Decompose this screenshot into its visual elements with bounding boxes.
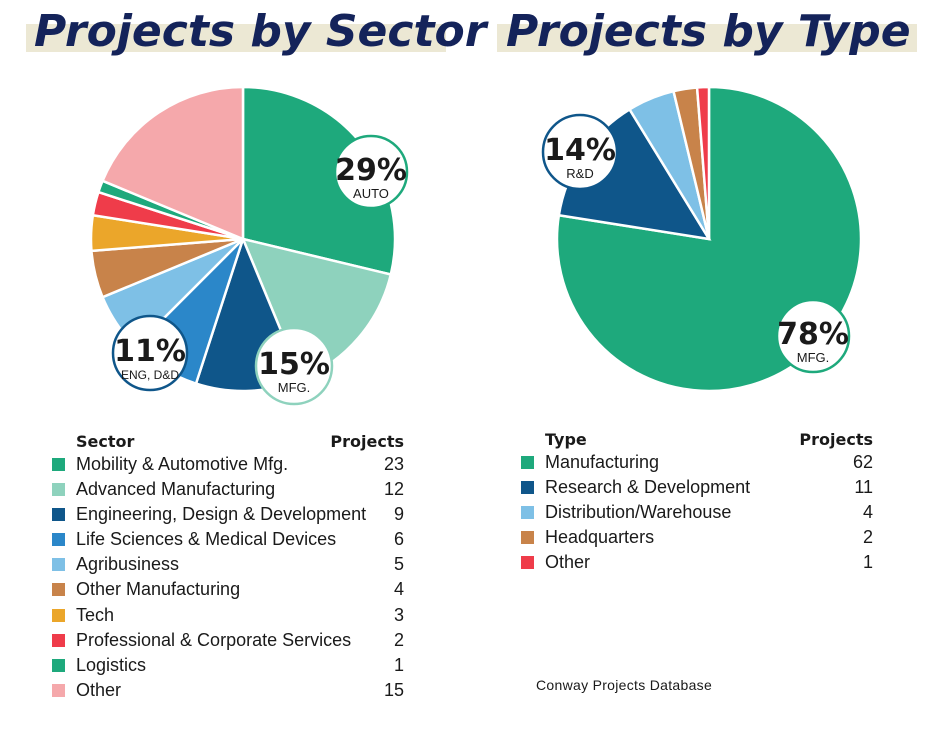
- callout-percent: 11%: [114, 334, 186, 369]
- legend-label: Tech: [76, 604, 115, 625]
- pie-slice: [100, 85, 245, 241]
- callout-circle: [333, 134, 409, 210]
- legend-swatch: [52, 583, 65, 597]
- legend-label: Engineering, Design & Development: [76, 504, 367, 525]
- legend-item: Engineering, Design & Development 9: [52, 504, 404, 529]
- legend-value: 3: [393, 604, 404, 625]
- legend-swatch: [52, 508, 65, 522]
- legend-swatch: [521, 556, 534, 570]
- sector-legend: Sector Projects Mobility & Automotive Mf…: [52, 430, 404, 705]
- legend-value: 5: [393, 554, 404, 575]
- pie-slice: [695, 85, 711, 240]
- pie-callout: 14%R&D: [541, 113, 619, 191]
- callout-label: MFG.: [797, 350, 830, 365]
- callout-label: ENG, D&D: [121, 368, 179, 382]
- legend-item: Manufacturing 62: [521, 452, 873, 477]
- callout-circle: [541, 113, 619, 191]
- sector-title-band: [26, 24, 446, 52]
- type-chart-title: Projects by Type: [506, 6, 911, 57]
- callout-percent: 78%: [777, 317, 849, 352]
- callout-percent: 14%: [544, 133, 616, 168]
- legend-swatch: [52, 533, 65, 547]
- legend-swatch: [52, 683, 65, 697]
- legend-item: Advanced Manufacturing 12: [52, 479, 404, 504]
- sector-chart-title: Projects by Sector: [34, 6, 487, 57]
- legend-swatch: [52, 658, 65, 672]
- type-legend-header: Type Projects: [521, 428, 873, 452]
- callout-label: MFG.: [278, 380, 311, 395]
- legend-value: 12: [383, 479, 404, 500]
- legend-label: Advanced Manufacturing: [76, 479, 276, 500]
- legend-label: Other: [545, 552, 591, 573]
- legend-label: Life Sciences & Medical Devices: [76, 529, 337, 550]
- callout-circle: [775, 298, 851, 374]
- legend-value: 9: [393, 504, 404, 525]
- legend-item: Other 15: [52, 680, 404, 705]
- type-legend-header-name: Type: [545, 430, 587, 449]
- legend-item: Agribusiness 5: [52, 554, 404, 579]
- pie-callout: 78%MFG.: [775, 298, 851, 374]
- callout-circle: [254, 326, 334, 406]
- legend-value: 2: [862, 527, 873, 548]
- sector-legend-header: Sector Projects: [52, 430, 404, 454]
- legend-value: 23: [383, 454, 404, 474]
- legend-swatch: [521, 531, 534, 545]
- sector-legend-header-name: Sector: [76, 432, 135, 451]
- legend-swatch: [52, 483, 65, 497]
- type-legend-header-value: Projects: [799, 430, 873, 449]
- legend-value: 1: [393, 654, 404, 675]
- legend-value: 11: [854, 477, 873, 498]
- legend-value: 62: [852, 452, 873, 472]
- legend-label: Manufacturing: [545, 452, 660, 472]
- pie-callout: 15%MFG.: [254, 326, 334, 406]
- legend-item: Professional & Corporate Services 2: [52, 630, 404, 655]
- legend-swatch: [52, 558, 65, 572]
- legend-value: 4: [862, 502, 873, 523]
- legend-value: 4: [393, 579, 404, 600]
- legend-label: Agribusiness: [76, 554, 180, 575]
- legend-item: Logistics 1: [52, 655, 404, 680]
- legend-item: Other Manufacturing 4: [52, 579, 404, 604]
- type-title-band: [497, 24, 917, 52]
- source-note: Conway Projects Database: [536, 677, 713, 693]
- legend-item: Research & Development 11: [521, 477, 873, 502]
- legend-item: Tech 3: [52, 605, 404, 630]
- legend-label: Mobility & Automotive Mfg.: [76, 454, 289, 474]
- callout-percent: 15%: [258, 347, 330, 382]
- callout-percent: 29%: [335, 153, 407, 188]
- legend-swatch: [521, 506, 534, 520]
- legend-label: Research & Development: [545, 477, 751, 498]
- legend-swatch: [52, 458, 65, 471]
- legend-label: Headquarters: [545, 527, 655, 548]
- legend-value: 2: [393, 629, 404, 650]
- callout-label: AUTO: [353, 186, 389, 201]
- legend-label: Logistics: [76, 654, 147, 675]
- sector-legend-header-value: Projects: [330, 432, 404, 451]
- legend-swatch: [521, 456, 534, 469]
- legend-swatch: [52, 633, 65, 647]
- legend-item: Mobility & Automotive Mfg. 23: [52, 454, 404, 479]
- legend-value: 1: [862, 552, 873, 573]
- legend-item: Other 1: [521, 552, 873, 577]
- pie-callout: 11%ENG, D&D: [111, 314, 189, 392]
- legend-label: Other Manufacturing: [76, 579, 241, 600]
- legend-label: Other: [76, 679, 122, 700]
- legend-swatch: [521, 481, 534, 495]
- pie-callout: 29%AUTO: [333, 134, 409, 210]
- callout-label: R&D: [566, 166, 593, 181]
- legend-swatch: [52, 608, 65, 622]
- callout-circle: [111, 314, 189, 392]
- legend-label: Distribution/Warehouse: [545, 502, 732, 523]
- legend-item: Life Sciences & Medical Devices 6: [52, 529, 404, 554]
- legend-item: Distribution/Warehouse 4: [521, 502, 873, 527]
- legend-label: Professional & Corporate Services: [76, 629, 352, 650]
- legend-item: Headquarters 2: [521, 527, 873, 552]
- legend-value: 6: [393, 529, 404, 550]
- legend-value: 15: [383, 679, 404, 700]
- type-legend: Type Projects Manufacturing 62 Research & …: [521, 428, 873, 577]
